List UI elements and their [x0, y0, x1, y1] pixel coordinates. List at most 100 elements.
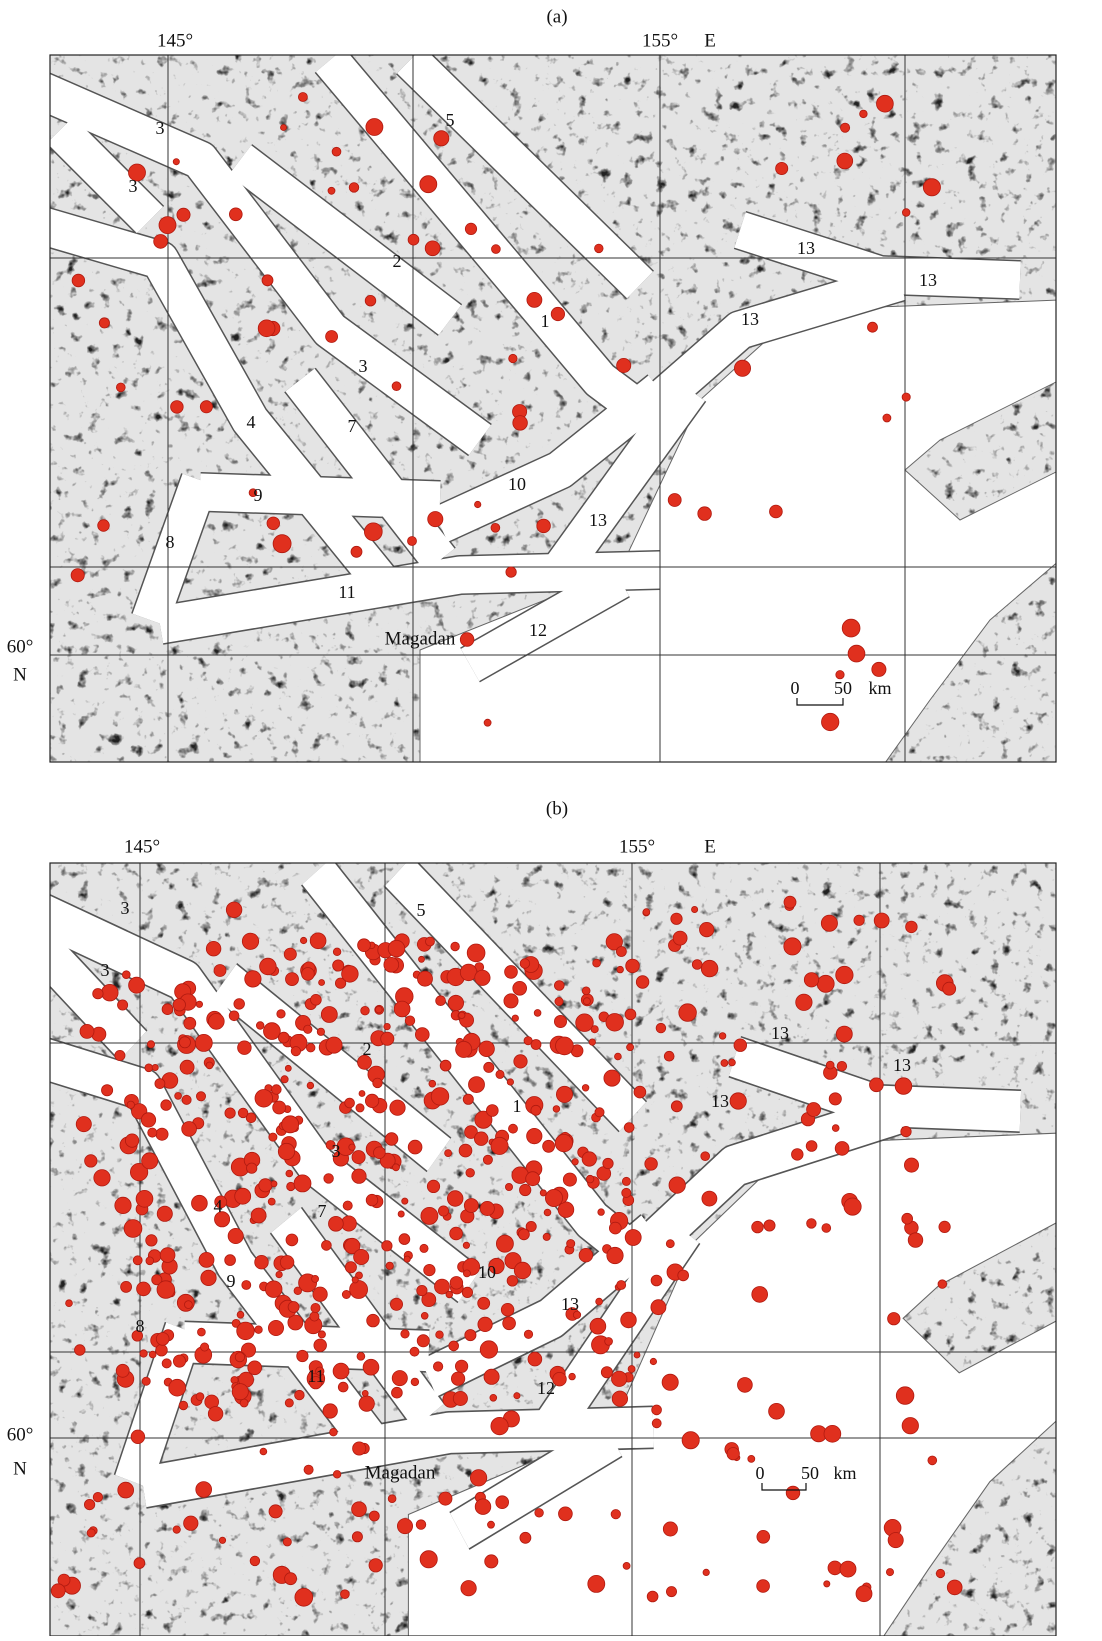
- epicenter: [485, 1555, 498, 1568]
- epicenter: [652, 1405, 662, 1415]
- epicenter: [384, 1023, 390, 1029]
- epicenter: [520, 1532, 531, 1543]
- epicenter: [509, 1124, 518, 1133]
- latitude-label: 60°: [7, 636, 34, 657]
- epicenter: [651, 1275, 662, 1286]
- epicenter: [860, 110, 868, 118]
- epicenter: [870, 1078, 884, 1092]
- epicenter: [460, 633, 474, 647]
- epicenter: [591, 1026, 598, 1033]
- epicenter: [121, 1281, 132, 1292]
- epicenter: [692, 906, 698, 912]
- epicenter: [322, 1241, 332, 1251]
- epicenter: [627, 1044, 634, 1051]
- zone-label: 13: [741, 309, 759, 329]
- epicenter: [149, 1351, 156, 1358]
- epicenter: [752, 1221, 764, 1233]
- epicenter: [806, 1141, 817, 1152]
- scale-label: km: [868, 678, 891, 698]
- epicenter: [604, 1070, 620, 1086]
- epicenter: [506, 567, 516, 577]
- epicenter: [102, 1085, 113, 1096]
- epicenter: [895, 1078, 912, 1095]
- epicenter: [579, 1248, 593, 1262]
- epicenter: [180, 1060, 194, 1074]
- epicenter: [235, 1352, 244, 1361]
- epicenter: [425, 241, 440, 256]
- epicenter: [264, 1023, 281, 1040]
- epicenter: [475, 501, 481, 507]
- zone-label: 13: [919, 270, 937, 290]
- epicenter: [730, 1093, 746, 1109]
- epicenter: [721, 1060, 728, 1067]
- epicenter: [595, 244, 604, 253]
- epicenter: [365, 295, 376, 306]
- epicenter: [524, 1330, 532, 1338]
- epicenter: [242, 1281, 251, 1290]
- epicenter: [841, 123, 850, 132]
- zone-label: 13: [893, 1055, 911, 1075]
- epicenter: [589, 1039, 595, 1045]
- epicenter: [475, 970, 490, 985]
- epicenter: [475, 1499, 491, 1515]
- epicenter: [392, 382, 401, 391]
- epicenter: [99, 318, 109, 328]
- epicenter: [906, 921, 918, 933]
- map-panel: [21, 863, 1061, 1636]
- epicenter: [314, 1339, 327, 1352]
- epicenter: [526, 1172, 540, 1186]
- epicenter: [93, 989, 103, 999]
- epicenter: [439, 1492, 452, 1505]
- epicenter: [556, 1086, 572, 1102]
- epicenter: [352, 1502, 367, 1517]
- epicenter: [280, 1256, 294, 1270]
- zone-label: 3: [101, 960, 110, 980]
- epicenter: [352, 1532, 362, 1542]
- epicenter: [501, 1303, 514, 1316]
- epicenter: [601, 1367, 612, 1378]
- epicenter: [333, 1363, 349, 1379]
- epicenter: [625, 1230, 641, 1246]
- epicenter: [840, 1561, 856, 1577]
- epicenter: [622, 1177, 630, 1185]
- epicenter: [507, 1079, 513, 1085]
- epicenter: [453, 1391, 467, 1405]
- epicenter: [586, 1175, 594, 1183]
- epicenter: [93, 1492, 102, 1501]
- epicenter: [286, 1234, 298, 1246]
- epicenter: [232, 1384, 248, 1400]
- epicenter: [196, 1001, 202, 1007]
- epicenter: [595, 1108, 604, 1117]
- epicenter: [196, 1092, 205, 1101]
- epicenter: [156, 1333, 169, 1346]
- epicenter: [384, 957, 399, 972]
- epicenter: [625, 1009, 636, 1020]
- epicenter: [553, 1106, 560, 1113]
- epicenter: [491, 523, 500, 532]
- epicenter: [229, 208, 242, 221]
- epicenter: [361, 1006, 370, 1015]
- zone-label: 9: [227, 1271, 236, 1291]
- epicenter: [154, 235, 168, 249]
- epicenter: [284, 948, 296, 960]
- epicenter: [338, 1382, 348, 1392]
- epicenter: [671, 1101, 682, 1112]
- epicenter: [770, 505, 783, 518]
- epicenter: [349, 1144, 355, 1150]
- epicenter: [225, 1255, 236, 1266]
- epicenter: [505, 966, 518, 979]
- epicenter: [421, 1312, 428, 1319]
- epicenter: [269, 1133, 277, 1141]
- epicenter: [206, 941, 221, 956]
- epicenter: [496, 1496, 509, 1509]
- epicenter: [281, 1076, 288, 1083]
- epicenter: [359, 1396, 374, 1411]
- epicenter: [822, 1224, 831, 1233]
- city-label: Magadan: [365, 1462, 436, 1483]
- epicenter: [556, 1037, 574, 1055]
- epicenter: [446, 1291, 453, 1298]
- zone-label: 4: [214, 1196, 223, 1216]
- epicenter: [734, 360, 750, 376]
- zone-label: 8: [166, 532, 175, 552]
- epicenter: [156, 1344, 168, 1356]
